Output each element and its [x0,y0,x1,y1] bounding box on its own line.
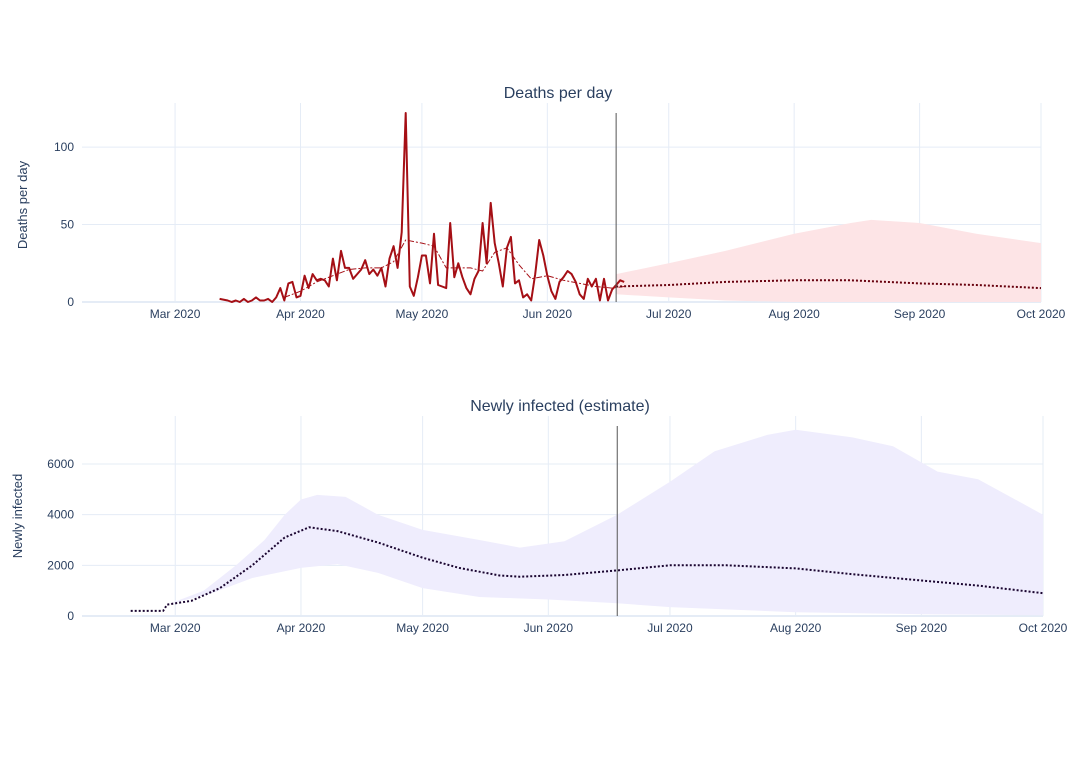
infected-x-tick-label: Jul 2020 [647,621,693,635]
deaths-x-tick-label: Sep 2020 [894,307,946,321]
deaths-uncertainty-band [616,219,1041,302]
deaths-chart: Mar 2020 Apr 2020 May 2020 Jun 2020 Jul 2020… [15,85,1066,321]
deaths-y-axis-title: Deaths per day [15,160,30,249]
infected-x-tick-label: Apr 2020 [277,621,326,635]
deaths-series-solid-line [219,112,625,303]
infected-y-tick-label: 4000 [47,508,74,522]
deaths-x-ticks: Mar 2020 Apr 2020 May 2020 Jun 2020 Jul 2020… [150,307,1066,321]
deaths-band [616,219,1041,302]
infected-x-ticks: Mar 2020 Apr 2020 May 2020 Jun 2020 Jul 2020… [150,621,1068,635]
infected-x-tick-label: Oct 2020 [1019,621,1068,635]
infected-band [167,429,1043,616]
infected-x-tick-label: Sep 2020 [896,621,948,635]
deaths-x-tick-label: Jun 2020 [523,307,573,321]
deaths-x-tick-label: Jul 2020 [646,307,692,321]
deaths-y-tick-label: 0 [67,295,74,309]
infected-uncertainty-band [167,429,1043,616]
infected-x-tick-label: Mar 2020 [150,621,201,635]
deaths-x-tick-label: Oct 2020 [1017,307,1066,321]
deaths-y-tick-label: 100 [54,140,74,154]
deaths-chart-title: Deaths per day [504,85,613,102]
deaths-series-dashdot-line [284,239,625,298]
infected-y-axis-title: Newly infected [10,474,25,559]
infected-chart-title: Newly infected (estimate) [470,398,650,415]
infected-x-tick-label: Jun 2020 [524,621,574,635]
infected-chart: Mar 2020 Apr 2020 May 2020 Jun 2020 Jul 2020… [10,398,1068,635]
infected-y-tick-label: 2000 [47,558,74,572]
deaths-x-tick-label: May 2020 [396,307,449,321]
infected-y-tick-label: 6000 [47,457,74,471]
deaths-y-tick-label: 50 [61,218,75,232]
infected-series-dotted-line [130,526,1044,612]
infected-y-tick-label: 0 [67,609,74,623]
infected-y-ticks: 0 2000 4000 6000 [47,457,74,623]
deaths-x-tick-label: Mar 2020 [150,307,201,321]
deaths-series [219,112,1042,303]
infected-series [130,426,1044,616]
deaths-x-tick-label: Aug 2020 [768,307,820,321]
deaths-x-tick-label: Apr 2020 [276,307,325,321]
deaths-y-ticks: 0 50 100 [54,140,74,309]
infected-x-tick-label: May 2020 [396,621,449,635]
infected-x-tick-label: Aug 2020 [770,621,822,635]
